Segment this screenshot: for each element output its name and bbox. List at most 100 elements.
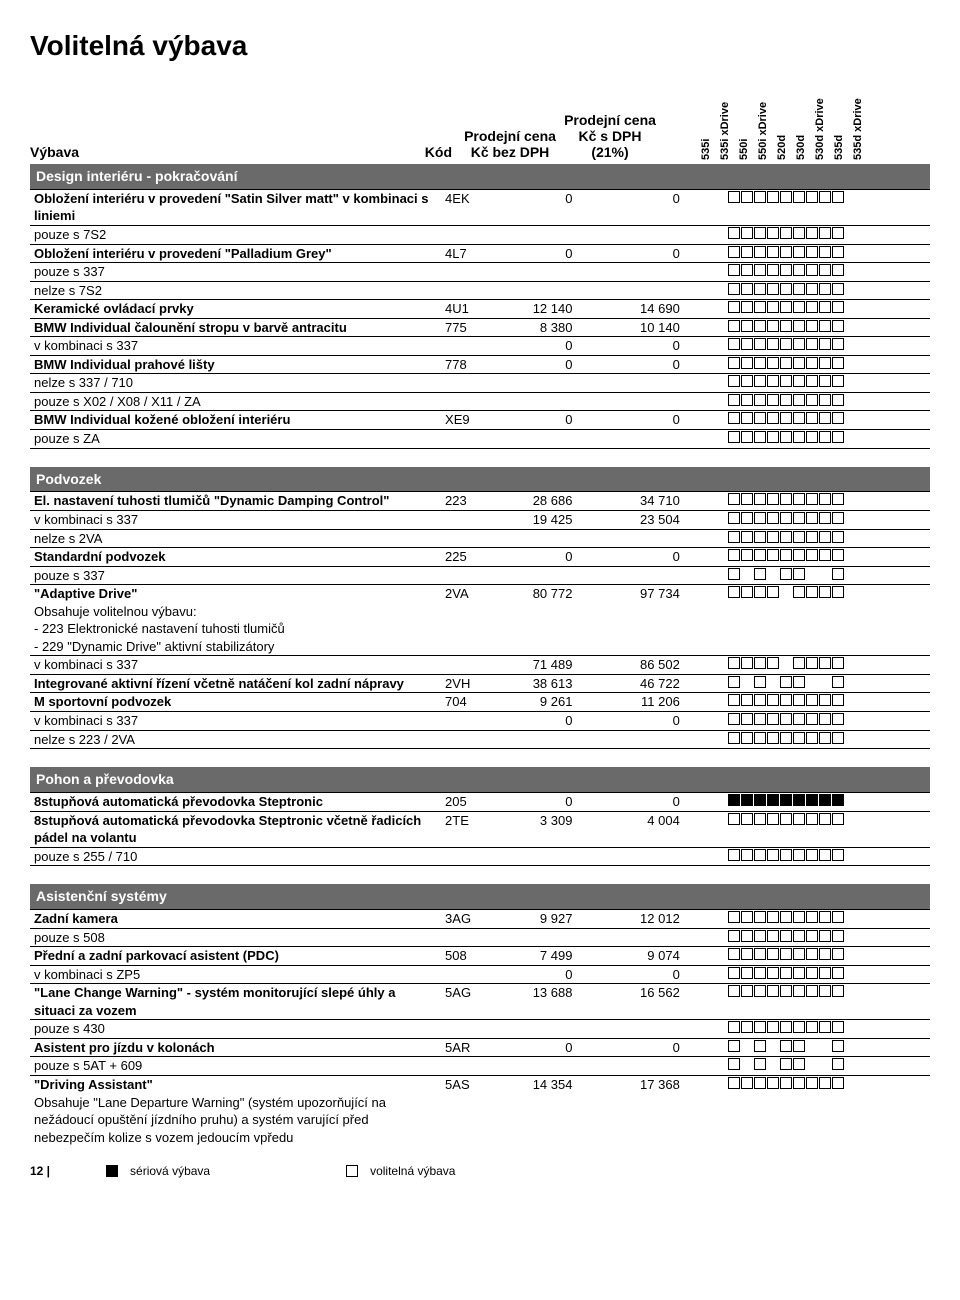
row-availability (690, 281, 930, 300)
availability-box (767, 1077, 779, 1089)
availability-box (780, 412, 792, 424)
row-availability (690, 318, 930, 337)
row-price-net (495, 1057, 592, 1076)
availability-box (819, 283, 831, 295)
row-availability (690, 510, 930, 529)
availability-box (767, 694, 779, 706)
row-price-gross: 0 (592, 792, 689, 811)
availability-box (754, 549, 766, 561)
availability-box (728, 1058, 740, 1070)
row-description: pouze s X02 / X08 / X11 / ZA (30, 392, 441, 411)
availability-box (832, 967, 844, 979)
row-price-gross (592, 928, 689, 947)
availability-box (728, 531, 740, 543)
row-description: Asistent pro jízdu v kolonách (30, 1038, 441, 1057)
availability-box (754, 657, 766, 669)
availability-box (741, 794, 753, 806)
availability-box (793, 1021, 805, 1033)
availability-box (754, 531, 766, 543)
row-price-gross: 86 502 (592, 656, 689, 675)
availability-box (780, 1040, 792, 1052)
row-description: v kombinaci s 337 (30, 337, 441, 356)
availability-box (793, 1058, 805, 1070)
row-price-net: 38 613 (495, 674, 592, 693)
availability-box (806, 227, 818, 239)
availability-box (741, 849, 753, 861)
model-column: 550i (739, 80, 757, 160)
availability-box (741, 264, 753, 276)
availability-box (806, 431, 818, 443)
row-code (441, 928, 495, 947)
availability-box (741, 493, 753, 505)
availability-box (793, 676, 805, 688)
availability-box (728, 431, 740, 443)
availability-box (754, 713, 766, 725)
availability-box (754, 694, 766, 706)
availability-box (767, 1058, 779, 1070)
availability-box (741, 375, 753, 387)
availability-box (767, 264, 779, 276)
row-code (441, 1020, 495, 1039)
availability-box (832, 431, 844, 443)
availability-box (819, 357, 831, 369)
availability-box (780, 1077, 792, 1089)
row-availability (690, 585, 930, 656)
availability-box (819, 1077, 831, 1089)
availability-box (793, 531, 805, 543)
availability-box (806, 948, 818, 960)
legend-filled-box (106, 1165, 118, 1177)
section-header: Design interiéru - pokračování (30, 164, 930, 189)
availability-box (754, 1077, 766, 1089)
availability-box (741, 813, 753, 825)
row-price-net: 0 (495, 244, 592, 263)
availability-box (741, 227, 753, 239)
availability-box (741, 1058, 753, 1070)
row-description: "Driving Assistant"Obsahuje "Lane Depart… (30, 1075, 441, 1146)
availability-box (780, 568, 792, 580)
availability-box (832, 493, 844, 505)
availability-box (728, 657, 740, 669)
availability-box (780, 357, 792, 369)
row-price-net: 0 (495, 965, 592, 984)
row-price-net (495, 1020, 592, 1039)
row-availability (690, 847, 930, 866)
availability-box (767, 283, 779, 295)
availability-box (806, 283, 818, 295)
row-code: 225 (441, 548, 495, 567)
row-availability (690, 355, 930, 374)
model-column: 550i xDrive (758, 80, 776, 160)
availability-box (780, 549, 792, 561)
availability-box (754, 948, 766, 960)
availability-box (780, 1021, 792, 1033)
availability-box (767, 412, 779, 424)
row-code: 3AG (441, 910, 495, 929)
row-description: v kombinaci s 337 (30, 656, 441, 675)
row-code (441, 263, 495, 282)
row-price-gross: 9 074 (592, 947, 689, 966)
availability-box (728, 227, 740, 239)
availability-box (780, 732, 792, 744)
availability-box (741, 911, 753, 923)
availability-box (793, 283, 805, 295)
availability-box (767, 531, 779, 543)
availability-box (832, 512, 844, 524)
availability-box (728, 301, 740, 313)
row-price-net: 3 309 (495, 811, 592, 847)
availability-box (819, 1058, 831, 1070)
availability-box (832, 794, 844, 806)
row-price-gross: 34 710 (592, 492, 689, 511)
section-header: Asistenční systémy (30, 884, 930, 909)
availability-box (793, 911, 805, 923)
row-price-net: 9 927 (495, 910, 592, 929)
availability-box (780, 493, 792, 505)
availability-box (728, 493, 740, 505)
availability-box (767, 246, 779, 258)
availability-box (741, 676, 753, 688)
row-code (441, 965, 495, 984)
availability-box (806, 493, 818, 505)
availability-box (819, 676, 831, 688)
row-price-net: 13 688 (495, 984, 592, 1020)
availability-box (806, 512, 818, 524)
availability-box (780, 375, 792, 387)
row-availability (690, 947, 930, 966)
